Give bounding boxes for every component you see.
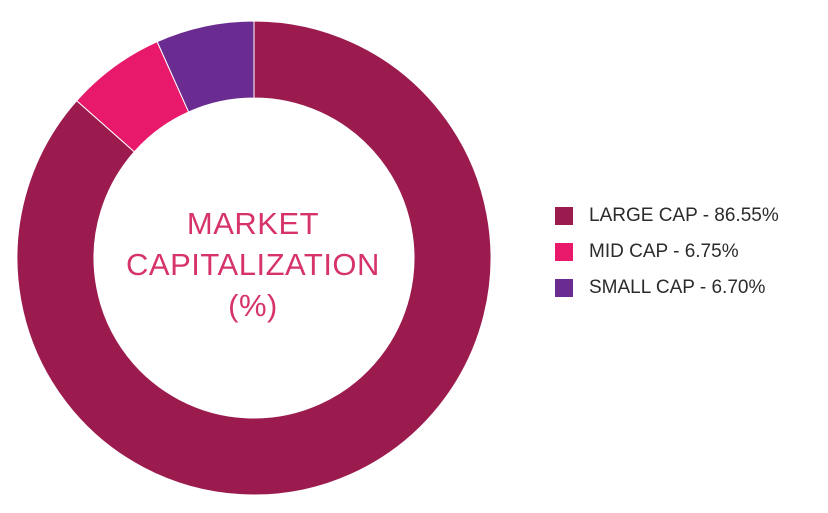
donut-slices [16, 20, 492, 496]
legend-swatch-mid-cap [555, 243, 573, 261]
legend-label-mid-cap: MID CAP - 6.75% [589, 241, 739, 262]
legend-swatch-small-cap [555, 279, 573, 297]
legend-item-small-cap: SMALL CAP - 6.70% [555, 270, 779, 306]
center-title-line-3: (%) [228, 288, 278, 323]
center-title-line-1: MARKET [186, 206, 320, 241]
legend-swatch-large-cap [555, 207, 573, 225]
legend-label-small-cap: SMALL CAP - 6.70% [589, 277, 766, 298]
legend-item-large-cap: LARGE CAP - 86.55% [555, 198, 779, 234]
center-title-line-2: CAPITALIZATION [126, 247, 380, 282]
legend-item-mid-cap: MID CAP - 6.75% [555, 234, 779, 270]
slice-small-cap [156, 20, 255, 113]
legend-label-large-cap: LARGE CAP - 86.55% [589, 205, 779, 226]
chart-legend: LARGE CAP - 86.55% MID CAP - 6.75% SMALL… [555, 198, 779, 306]
chart-center-title: MARKET CAPITALIZATION (%) [105, 203, 401, 326]
slice-large-cap [16, 20, 492, 496]
